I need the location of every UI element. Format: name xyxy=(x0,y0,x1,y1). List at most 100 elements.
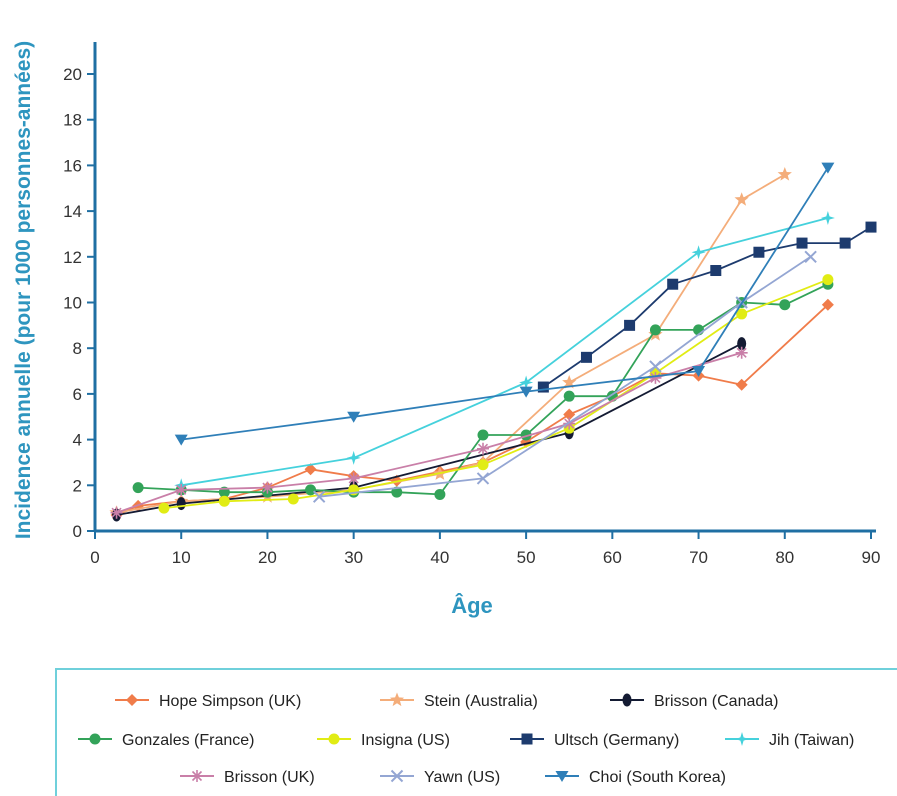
data-point xyxy=(287,493,299,505)
y-tick-label: 12 xyxy=(63,248,82,267)
data-point xyxy=(821,298,834,311)
x-axis-ticks: 0 10 20 30 40 50 60 70 80 90 xyxy=(90,531,880,567)
data-point xyxy=(624,319,636,331)
legend: Hope Simpson (UK) Stein (Australia) Brisso… xyxy=(55,668,897,796)
series-5 xyxy=(537,221,877,393)
data-point xyxy=(158,502,170,514)
y-tick-label: 0 xyxy=(73,522,82,541)
series-9 xyxy=(174,162,835,446)
data-point xyxy=(649,371,662,384)
legend-item: Gonzales (France) xyxy=(78,732,255,749)
data-point xyxy=(736,308,748,320)
legend-marker xyxy=(126,694,138,706)
data-point xyxy=(519,386,533,398)
data-point xyxy=(691,245,706,260)
legend-marker xyxy=(389,692,405,707)
data-point xyxy=(865,221,877,233)
data-point xyxy=(796,237,808,249)
x-tick-label: 50 xyxy=(517,548,536,567)
legend-label: Choi (South Korea) xyxy=(589,769,726,786)
legend-label: Insigna (US) xyxy=(361,732,450,749)
data-point xyxy=(737,337,747,351)
legend-marker xyxy=(622,693,632,707)
data-point xyxy=(519,375,534,390)
data-point xyxy=(804,250,817,264)
series-line xyxy=(116,351,742,514)
x-tick-label: 70 xyxy=(689,548,708,567)
x-tick-label: 60 xyxy=(603,548,622,567)
data-point xyxy=(753,246,765,258)
legend-item: Brisson (Canada) xyxy=(610,693,779,710)
x-tick-label: 20 xyxy=(258,548,277,567)
data-point xyxy=(692,366,706,378)
y-axis-title: Incidence annuelle (pour 1000 personnes-… xyxy=(12,41,35,539)
legend-marker xyxy=(521,733,533,745)
data-point xyxy=(735,346,748,359)
data-point xyxy=(822,274,834,286)
data-point xyxy=(734,192,749,206)
data-point xyxy=(821,162,835,174)
legend-marker xyxy=(328,733,340,745)
legend-label: Yawn (US) xyxy=(424,769,500,786)
data-point xyxy=(820,210,835,225)
data-point xyxy=(477,442,489,455)
series-6 xyxy=(174,210,835,493)
data-point xyxy=(580,351,592,363)
data-point xyxy=(477,429,489,441)
data-point xyxy=(305,484,317,496)
legend-item: Ultsch (Germany) xyxy=(510,732,679,749)
series-1 xyxy=(109,167,792,519)
x-tick-label: 30 xyxy=(344,548,363,567)
x-tick-label: 80 xyxy=(775,548,794,567)
data-point xyxy=(261,481,274,494)
legend-box xyxy=(55,668,897,796)
legend-item: Jih (Taiwan) xyxy=(725,732,854,749)
data-point xyxy=(839,237,851,249)
data-point xyxy=(537,381,549,393)
legend-label: Brisson (Canada) xyxy=(654,693,779,710)
data-point xyxy=(667,278,679,290)
series-8 xyxy=(312,250,817,503)
y-tick-label: 18 xyxy=(63,111,82,130)
data-point xyxy=(649,324,661,336)
series-line xyxy=(181,217,829,487)
legend-marker xyxy=(89,733,101,745)
y-tick-label: 14 xyxy=(63,202,82,221)
series-line xyxy=(181,167,829,441)
data-point xyxy=(176,497,186,511)
legend-label: Stein (Australia) xyxy=(424,693,538,710)
x-tick-label: 0 xyxy=(90,548,99,567)
x-tick-label: 90 xyxy=(862,548,881,567)
data-point xyxy=(735,378,748,391)
data-point xyxy=(562,375,577,389)
x-tick-label: 10 xyxy=(172,548,191,567)
legend-item: Brisson (UK) xyxy=(180,769,315,786)
x-tick-label: 40 xyxy=(430,548,449,567)
data-point xyxy=(218,495,230,507)
legend-label: Gonzales (France) xyxy=(122,732,255,749)
legend-item: Hope Simpson (UK) xyxy=(115,693,301,710)
data-point xyxy=(563,408,576,421)
data-point xyxy=(174,434,188,446)
legend-marker xyxy=(390,769,404,783)
series-layer xyxy=(109,162,877,522)
legend-label: Hope Simpson (UK) xyxy=(159,693,301,710)
legend-marker xyxy=(191,770,203,782)
y-tick-label: 16 xyxy=(63,156,82,175)
legend-label: Brisson (UK) xyxy=(224,769,315,786)
data-point xyxy=(346,450,361,465)
data-point xyxy=(110,506,123,519)
x-axis-title: Âge xyxy=(451,593,493,618)
y-tick-label: 8 xyxy=(73,339,82,358)
series-7 xyxy=(110,346,748,519)
plot-area: 0 2 4 6 8 10 12 14 16 18 20 0 10 20 30 40 50 60 70 80 90 xyxy=(63,42,880,567)
series-line xyxy=(319,256,812,498)
legend-label: Ultsch (Germany) xyxy=(554,732,679,749)
series-line xyxy=(163,278,829,509)
data-point xyxy=(312,490,326,503)
data-point xyxy=(434,488,446,500)
data-point xyxy=(649,360,662,373)
legend-item: Yawn (US) xyxy=(380,769,500,786)
data-point xyxy=(347,472,360,485)
